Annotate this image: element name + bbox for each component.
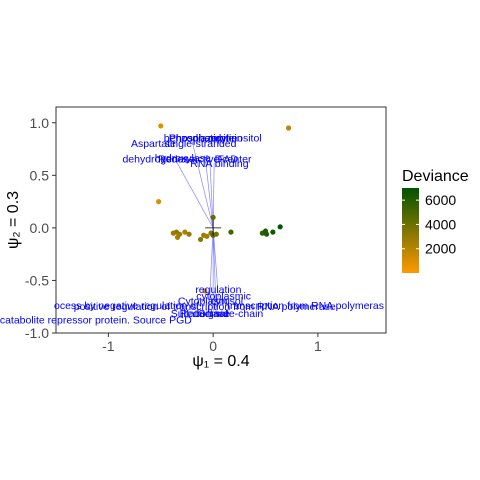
term-label: hydroxylase [155,153,211,165]
y-tick-label: 0.5 [30,167,50,183]
legend-tick-label: 2000 [425,241,456,257]
legend-title: Deviance [402,168,469,185]
legend-tick-label: 4000 [425,216,456,232]
x-axis-title: ψ₁ = 0.4 [192,353,249,370]
term-label: transcription from RNA polymeras [227,300,384,312]
term-label: Aspartate [131,138,176,150]
data-point [285,125,292,131]
plot-panel [55,106,387,334]
loading-line [212,227,217,317]
term-label: Signal [199,308,228,320]
loading-line [191,141,214,228]
x-tick-label: 0 [209,338,217,354]
data-point [182,229,188,235]
term-label: benzodiazepine [164,133,238,145]
y-tick-label: -1.0 [25,325,49,341]
y-axis-title: ψ₂ = 0.3 [5,191,22,249]
data-point [158,123,164,129]
data-point [202,288,208,294]
data-point [186,231,192,237]
loading-lines [176,141,219,317]
data-point [263,231,270,237]
y-tick-label: -0.5 [25,272,49,288]
term-labels: benzodiazepinePhosphatidylinositolPhosph… [0,133,384,327]
data-point [197,236,204,243]
term-label: dehydrogenase [122,154,195,166]
term-label: positive regulation of transcription fro… [74,301,336,313]
term-label: Sulfation [171,308,212,320]
panel-border [55,106,387,334]
term-label: Phosphatidylinositol [169,133,262,145]
data-point [177,231,183,237]
data-point [228,229,234,235]
legend: Deviance 2000 4000 6000 [402,168,469,273]
loading-line [208,227,214,314]
term-label: ocess by negative regulation of [54,300,199,312]
term-label: regulation [195,284,241,296]
term-label: single-stranded [165,138,237,150]
loading-line [212,227,219,298]
y-tick-label: 1.0 [30,115,50,131]
term-label: cytoplasmic [196,290,251,302]
loading-line [176,161,214,229]
y-tick-label: 0.0 [30,220,50,236]
term-label: Cytoplasm [178,296,228,308]
legend-colorbar [402,188,419,273]
data-point [270,229,276,235]
term-label: RNA binding [190,158,249,170]
legend-tick-label: 6000 [425,192,456,208]
term-label: Reductase [180,308,230,320]
x-tick-label: 1 [314,338,322,354]
x-tick-label: -1 [102,338,115,354]
term-label: cytosol [210,296,243,308]
term-label: side-chain [215,308,263,320]
axes: -1 0 1 -1.0 -0.5 0.0 0.5 1.0 [25,115,322,354]
term-label: catabolite repressor protein. Source PGD [0,315,192,327]
data-point [210,214,216,220]
term-label: Redox-active center [158,154,252,166]
term-label: D [215,154,223,166]
data-point [213,231,219,237]
data-point [204,233,210,239]
term-label: FAD [218,154,239,166]
term-label: Phosphoprotein [169,133,243,145]
data-point [156,199,162,205]
data-points [156,123,292,294]
data-point [277,224,283,230]
